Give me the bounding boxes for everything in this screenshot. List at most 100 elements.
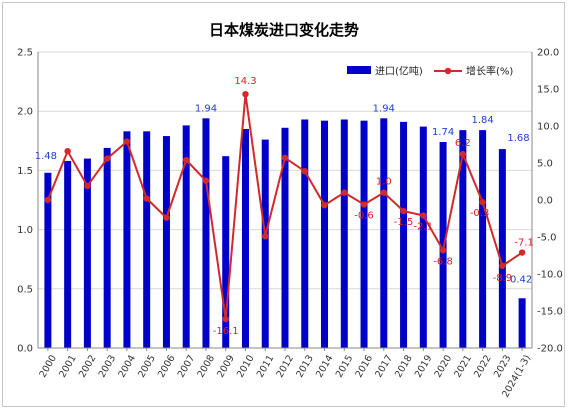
bar (419, 126, 427, 348)
growth-value-label: 6.2 (455, 138, 471, 149)
growth-point (281, 154, 289, 162)
legend-bar-label: 进口(亿吨) (375, 65, 423, 78)
bar (202, 118, 210, 348)
growth-value-label: -7.1 (514, 238, 534, 249)
bar (103, 147, 111, 348)
growth-point (123, 138, 131, 145)
growth-point (103, 155, 111, 162)
growth-point (321, 201, 328, 209)
bar (222, 156, 230, 348)
bar-value-label: 1.68 (507, 133, 529, 144)
right-axis-tick-label: 5.0 (537, 159, 553, 170)
x-tick-label: 2003 (97, 353, 119, 379)
bar (400, 121, 408, 348)
bar (518, 298, 526, 348)
growth-point (183, 156, 190, 164)
chart-title: 日本煤炭进口变化走势 (209, 21, 359, 39)
growth-value-label: -16.1 (213, 326, 239, 337)
growth-point (380, 189, 387, 196)
right-axis-tick-label: -15.0 (537, 307, 563, 318)
x-tick-label: 2019 (413, 353, 435, 379)
bar (123, 131, 131, 348)
growth-point (439, 247, 447, 254)
x-tick-label: 2004 (116, 353, 138, 379)
bar (459, 130, 467, 348)
bar (143, 131, 151, 348)
right-axis-tick-label: 20.0 (537, 48, 559, 59)
bar (281, 127, 289, 348)
growth-value-label: -0.3 (470, 208, 490, 219)
growth-point (84, 182, 91, 190)
bar (162, 136, 170, 348)
bar (498, 149, 506, 348)
bar (321, 120, 329, 348)
legend-line-label: 增长率(%) (466, 65, 513, 78)
x-tick-label: 2002 (77, 353, 99, 379)
right-axis-tick-label: -5.0 (537, 233, 557, 244)
right-axis-tick-label: 15.0 (537, 85, 559, 96)
x-tick-label: 2015 (334, 353, 356, 379)
growth-point (262, 233, 269, 240)
right-axis-tick-label: -10.0 (537, 270, 563, 281)
growth-value-label: 1.0 (376, 177, 392, 188)
growth-point (242, 90, 249, 98)
growth-point (341, 189, 348, 196)
legend: 进口(亿吨) 增长率(%) (347, 65, 513, 78)
left-axis-tick-label: 2.5 (17, 48, 33, 59)
right-axis-tick-label: 0.0 (537, 196, 553, 207)
growth-value-label: -8.9 (493, 273, 513, 284)
right-axis-tick-label: 10.0 (537, 122, 559, 133)
bar (479, 130, 487, 348)
growth-point (518, 249, 526, 256)
growth-point (64, 147, 71, 155)
growth-value-label: 14.3 (234, 76, 256, 87)
x-tick-label: 2022 (472, 353, 494, 379)
bar (360, 120, 368, 348)
x-tick-label: 2006 (156, 353, 178, 379)
bar-value-label: 1.84 (471, 115, 493, 126)
growth-point (479, 199, 486, 206)
bar (83, 158, 91, 348)
x-tick-label: 2007 (176, 353, 198, 379)
bar (380, 118, 388, 348)
left-axis-tick-label: 1.5 (17, 166, 33, 177)
x-tick-label: 2011 (255, 353, 277, 379)
data-labels: 1.48 1.94 1.94 1.74 1.84 1.68 0.42 -16.1 14.3 -0.… (35, 76, 534, 337)
bar-value-label: 0.42 (510, 274, 532, 285)
x-tick-label: 2009 (215, 353, 237, 379)
bar-value-label: 1.94 (195, 103, 217, 114)
x-tick-label: 2021 (452, 353, 474, 379)
line-series (44, 90, 526, 323)
growth-value-label: -0.6 (354, 210, 374, 221)
growth-point (459, 150, 467, 158)
x-tick-label: 2014 (314, 353, 336, 379)
bar (241, 128, 249, 348)
growth-point (420, 212, 427, 219)
growth-value-label: -6.8 (433, 256, 453, 267)
growth-value-label: -1.5 (394, 217, 414, 228)
x-tick-label: 2012 (275, 353, 297, 379)
growth-point (301, 167, 308, 175)
x-tick-label: 2013 (294, 353, 316, 379)
x-tick-label: 2017 (373, 353, 395, 379)
x-tick-label: 2005 (136, 353, 158, 379)
x-tick-label: 2016 (354, 353, 376, 379)
growth-point (143, 195, 150, 202)
x-tick-label: 2020 (433, 353, 455, 379)
growth-point (360, 201, 368, 208)
legend-bar-swatch (347, 66, 371, 74)
x-tick-label: 2001 (57, 353, 79, 379)
x-tick-label: 2010 (235, 353, 257, 379)
growth-point (222, 315, 229, 323)
bar (439, 141, 447, 348)
left-axis-tick-label: 1.0 (17, 225, 33, 236)
bar-value-label: 1.74 (432, 127, 454, 138)
left-axis-tick-label: 0.0 (17, 344, 33, 355)
bar (340, 119, 348, 348)
left-axis-tick-label: 2.0 (17, 107, 33, 118)
bar-series (44, 118, 526, 349)
x-tick-label: 2018 (393, 353, 415, 379)
bar (301, 119, 309, 348)
growth-value-label: -2.1 (414, 222, 434, 233)
